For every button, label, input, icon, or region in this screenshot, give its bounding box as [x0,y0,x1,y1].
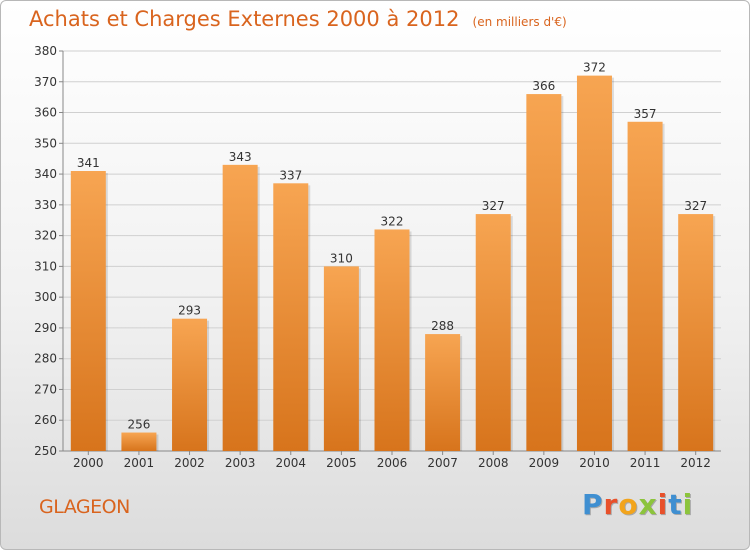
y-tick-label: 270 [34,382,57,396]
y-tick-label: 360 [34,106,57,120]
x-tick-label: 2003 [225,456,256,470]
logo-letter: r [603,488,619,521]
data-label: 341 [77,156,100,170]
x-tick-label: 2011 [630,456,661,470]
bar [323,266,359,451]
commune-name: GLAGEON [39,496,130,518]
data-label: 357 [634,107,657,121]
x-tick-label: 2001 [124,456,155,470]
bars [70,75,716,452]
x-tick-label: 2010 [579,456,610,470]
data-label: 327 [684,199,707,213]
bar [678,214,714,451]
chart-unit-note: (en milliers d'€) [472,15,567,29]
data-label: 293 [178,304,201,318]
proxiti-logo: Proxiti [582,488,693,521]
y-tick-label: 340 [34,167,57,181]
bar [526,94,562,452]
bar [222,164,258,451]
logo-letter: o [618,488,639,521]
y-tick-label: 290 [34,321,57,335]
bar [576,75,612,451]
logo-letter: i [682,488,694,521]
y-tick-labels: 250 260 270 280 290 300 310 320 330 340 350 360 370 3… [34,44,57,458]
x-tick-label: 2000 [73,456,104,470]
data-label: 337 [279,168,302,182]
bar [121,432,157,451]
x-tick-label: 2012 [680,456,711,470]
data-label: 322 [381,214,404,228]
y-tick-label: 250 [34,444,57,458]
x-tick-label: 2008 [478,456,509,470]
bar [425,334,461,451]
y-tick-label: 330 [34,198,57,212]
data-label: 343 [229,150,252,164]
data-label: 288 [431,319,454,333]
x-tick-label: 2004 [275,456,306,470]
y-tick-label: 380 [34,44,57,58]
chart-title: Achats et Charges Externes 2000 à 2012 (… [29,7,567,31]
bar [70,171,106,451]
data-label: 310 [330,251,353,265]
data-label: 366 [532,79,555,93]
y-tick-label: 320 [34,229,57,243]
logo-letter: t [668,488,683,521]
logo-letter: P [582,488,604,521]
data-label: 372 [583,61,606,75]
data-labels: 341 256 293 343 337 310 322 288 327 366 372 357 327 [77,61,707,432]
data-label: 256 [127,418,150,432]
x-tick-label: 2005 [326,456,357,470]
y-tick-label: 310 [34,259,57,273]
x-tick-label: 2007 [427,456,458,470]
chart-title-main: Achats et Charges Externes 2000 à 2012 [29,7,460,31]
y-tick-label: 350 [34,136,57,150]
y-tick-label: 300 [34,290,57,304]
y-tick-label: 280 [34,352,57,366]
bar-chart: 250 260 270 280 290 300 310 320 330 340 350 360 370 3… [34,44,721,470]
x-tick-label: 2002 [174,456,205,470]
data-label: 327 [482,199,505,213]
bar [627,121,663,452]
x-tick-label: 2006 [377,456,408,470]
x-tick-labels: 2000 2001 2002 2003 2004 2005 2006 2007 2008 2009… [73,456,711,470]
logo-letter: i [657,488,669,521]
logo-letter: x [638,488,658,521]
y-tick-label: 370 [34,75,57,89]
bar [273,183,309,452]
bar [374,229,410,451]
bar [172,318,208,451]
x-tick-label: 2009 [529,456,560,470]
y-tick-label: 260 [34,413,57,427]
bar [475,214,511,451]
